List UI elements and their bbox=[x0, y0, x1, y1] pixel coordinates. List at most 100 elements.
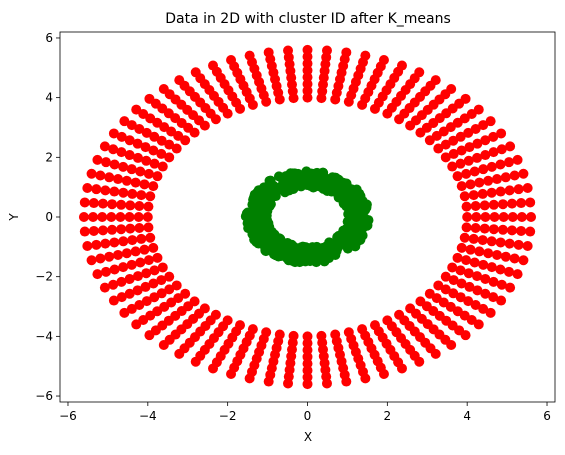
data-point bbox=[141, 268, 152, 279]
data-point bbox=[141, 296, 152, 307]
data-point bbox=[500, 251, 511, 262]
data-point bbox=[156, 288, 167, 299]
data-point bbox=[135, 257, 146, 268]
data-point bbox=[504, 185, 515, 196]
y-tick-label: −2 bbox=[35, 270, 53, 284]
data-point bbox=[164, 152, 175, 163]
data-point bbox=[145, 232, 156, 243]
data-point bbox=[164, 139, 175, 150]
data-point bbox=[149, 265, 160, 276]
data-point bbox=[144, 330, 155, 341]
data-point bbox=[171, 280, 182, 291]
data-point bbox=[448, 288, 459, 299]
data-point bbox=[473, 319, 484, 330]
data-point bbox=[478, 164, 489, 175]
data-point bbox=[124, 150, 135, 161]
data-point bbox=[500, 172, 511, 183]
data-point bbox=[489, 212, 500, 222]
data-point bbox=[121, 175, 132, 186]
data-point bbox=[470, 300, 481, 311]
x-tick-label: −4 bbox=[139, 409, 157, 423]
data-point bbox=[79, 197, 90, 208]
data-point bbox=[440, 271, 451, 282]
data-point bbox=[283, 378, 294, 389]
data-point bbox=[157, 262, 168, 273]
data-point bbox=[134, 223, 145, 233]
data-point bbox=[126, 303, 137, 314]
data-point bbox=[460, 93, 471, 104]
data-point bbox=[430, 348, 441, 359]
data-point bbox=[143, 168, 154, 179]
data-point bbox=[396, 363, 407, 374]
data-point bbox=[488, 131, 499, 142]
data-point bbox=[471, 212, 482, 222]
y-tick-label: 6 bbox=[45, 31, 53, 45]
data-point bbox=[474, 246, 485, 257]
data-point bbox=[125, 223, 136, 234]
data-point bbox=[86, 168, 97, 179]
data-point bbox=[360, 373, 371, 384]
data-point bbox=[263, 47, 274, 58]
data-point bbox=[91, 184, 102, 195]
data-point bbox=[148, 181, 159, 192]
data-point bbox=[113, 174, 124, 185]
data-point bbox=[101, 157, 112, 168]
data-point bbox=[321, 45, 332, 56]
data-point bbox=[486, 236, 497, 247]
data-point bbox=[464, 281, 475, 292]
data-point bbox=[456, 145, 467, 156]
data-point bbox=[488, 292, 499, 303]
data-point bbox=[141, 127, 152, 138]
data-point bbox=[100, 238, 111, 249]
data-point bbox=[174, 75, 185, 86]
data-point bbox=[140, 281, 151, 292]
data-point bbox=[321, 181, 332, 192]
data-point bbox=[124, 288, 135, 299]
data-point bbox=[82, 182, 93, 193]
data-point bbox=[78, 212, 89, 222]
data-point bbox=[497, 199, 508, 210]
data-point bbox=[171, 143, 182, 154]
data-point bbox=[478, 303, 489, 314]
data-point bbox=[149, 131, 160, 142]
data-point bbox=[452, 171, 463, 182]
data-point bbox=[140, 142, 151, 153]
data-point bbox=[148, 242, 159, 253]
data-point bbox=[459, 191, 470, 202]
y-tick-label: 2 bbox=[45, 150, 53, 164]
data-point bbox=[226, 369, 237, 380]
data-point bbox=[143, 222, 154, 233]
data-point bbox=[448, 148, 459, 159]
data-point bbox=[88, 212, 99, 222]
data-point bbox=[257, 215, 268, 226]
data-point bbox=[323, 253, 334, 264]
x-tick-label: −2 bbox=[219, 409, 237, 423]
data-point bbox=[311, 257, 322, 268]
data-point bbox=[88, 198, 99, 209]
data-point bbox=[143, 201, 154, 212]
data-point bbox=[132, 152, 143, 163]
data-point bbox=[261, 191, 272, 202]
data-point bbox=[456, 278, 467, 289]
data-point bbox=[459, 232, 470, 243]
data-point bbox=[518, 168, 529, 179]
y-axis-ticks: −6 −4 −2 0 2 4 6 bbox=[35, 31, 60, 403]
data-point bbox=[463, 268, 474, 279]
data-point bbox=[317, 168, 328, 179]
data-point bbox=[143, 255, 154, 266]
data-point bbox=[270, 186, 281, 197]
y-tick-label: 4 bbox=[45, 91, 53, 105]
data-point bbox=[164, 284, 175, 295]
data-point bbox=[109, 186, 120, 197]
data-point bbox=[131, 319, 142, 330]
data-point bbox=[495, 237, 506, 248]
data-point bbox=[301, 166, 312, 177]
data-point bbox=[92, 269, 103, 280]
data-point bbox=[118, 262, 129, 273]
data-point bbox=[447, 161, 458, 172]
data-point bbox=[526, 212, 537, 222]
data-point bbox=[124, 273, 135, 284]
data-point bbox=[469, 166, 480, 177]
data-point bbox=[118, 187, 129, 198]
data-point bbox=[461, 168, 472, 179]
